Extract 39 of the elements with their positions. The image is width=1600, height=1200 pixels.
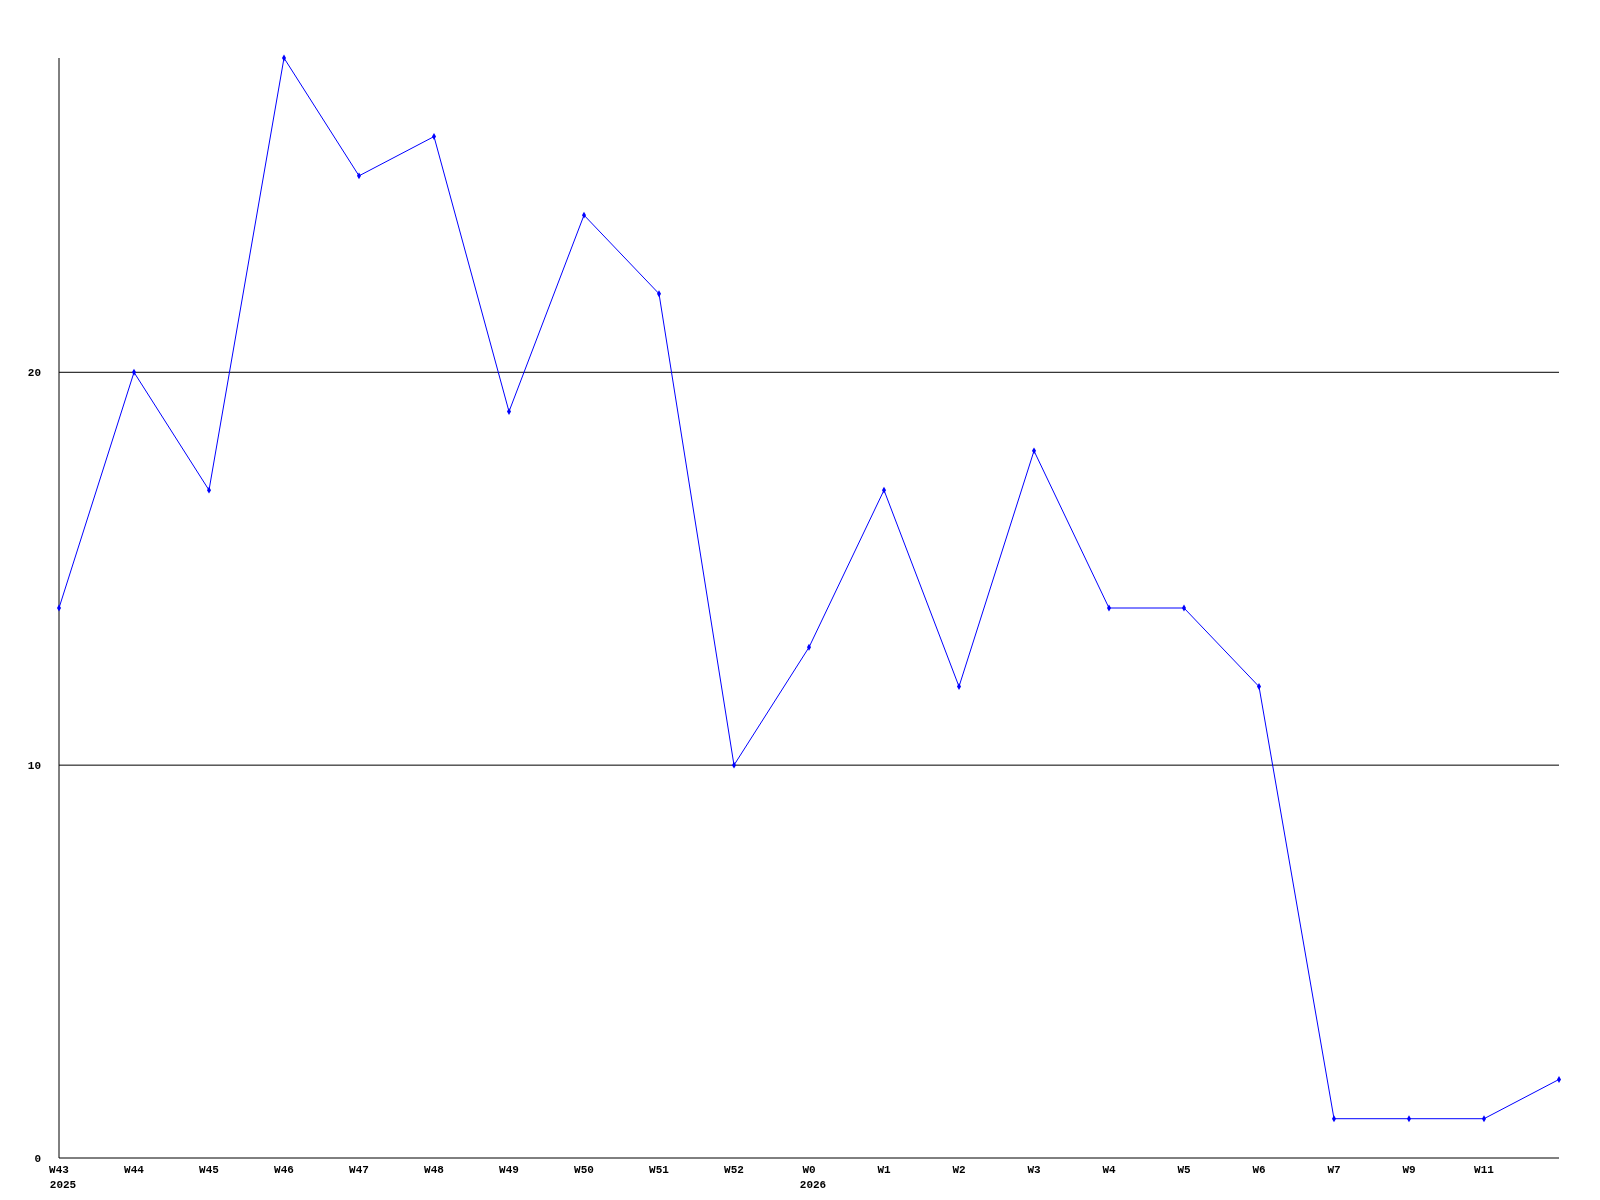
x-tick-label: W45 (199, 1164, 220, 1176)
x-tick-label: W5 (1177, 1164, 1191, 1176)
x-tick-label: W11 (1474, 1164, 1495, 1176)
x-tick-label: W51 (649, 1164, 670, 1176)
x-tick-label: W43 2025 (49, 1164, 77, 1191)
point (581, 211, 587, 219)
point (806, 643, 812, 651)
point (1106, 604, 1112, 612)
point (1181, 604, 1187, 612)
x-tick-label: W3 (1027, 1164, 1041, 1176)
point (1481, 1115, 1487, 1123)
x-tick-label: W7 (1327, 1164, 1341, 1176)
x-tick-label: W52 (724, 1164, 744, 1176)
x-tick-label: W49 (499, 1164, 519, 1176)
x-tick-label: W9 (1402, 1164, 1416, 1176)
point (281, 54, 287, 62)
point (1331, 1115, 1337, 1123)
point (56, 604, 62, 612)
point (881, 486, 887, 494)
x-tick-label: W50 (574, 1164, 594, 1176)
y-tick-label: 20 (27, 367, 41, 380)
point (656, 290, 662, 298)
point (1406, 1115, 1412, 1123)
point (356, 172, 362, 180)
point (1031, 447, 1037, 455)
y-tick-label: 0 (34, 1152, 41, 1165)
x-tick-label: W6 (1252, 1164, 1266, 1176)
x-tick-label: W46 (274, 1164, 294, 1176)
x-tick-label: W47 (349, 1164, 369, 1176)
x-tick-label: W2 (952, 1164, 966, 1176)
x-tick-label: W0 2026 (799, 1164, 827, 1191)
x-tick-label: W4 (1102, 1164, 1116, 1176)
point (206, 486, 212, 494)
point (131, 368, 137, 376)
x-tick-label: W44 (124, 1164, 145, 1176)
point (731, 761, 737, 769)
x-tick-label: W1 (877, 1164, 891, 1176)
y-tick-label: 10 (27, 759, 41, 772)
x-tick-label: W48 (424, 1164, 445, 1176)
